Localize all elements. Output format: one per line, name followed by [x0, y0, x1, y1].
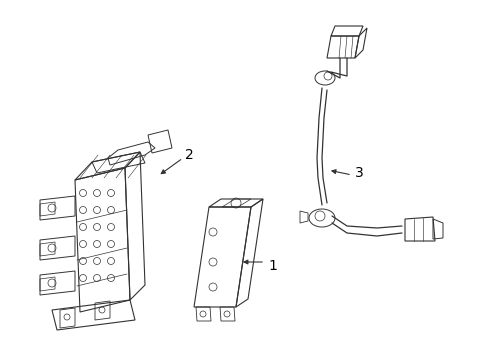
Text: 3: 3: [354, 166, 363, 180]
Text: 2: 2: [184, 148, 193, 162]
Text: 1: 1: [267, 259, 276, 273]
